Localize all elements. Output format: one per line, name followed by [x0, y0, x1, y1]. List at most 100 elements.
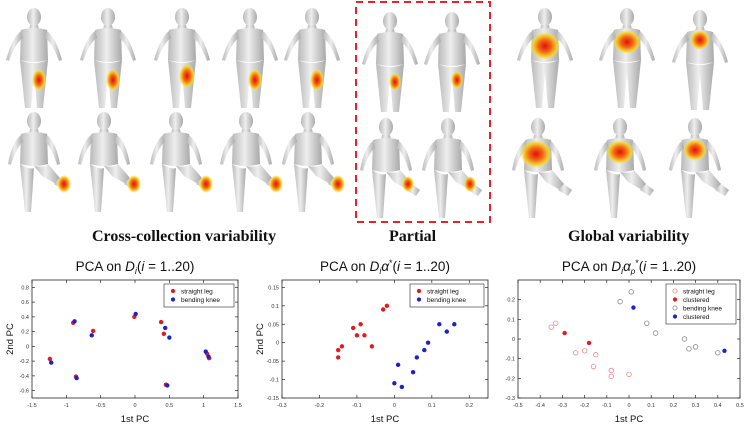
y-axis-label: 2nd PC	[255, 323, 266, 355]
data-point	[562, 330, 567, 336]
data-point	[652, 330, 659, 336]
body-render	[362, 12, 418, 112]
x-tick-label: 0.1	[428, 403, 436, 409]
body-render	[672, 10, 728, 110]
y-tick-label: -0.1	[506, 357, 515, 363]
x-axis-label: 1st PC	[371, 414, 400, 425]
y-tick-label: 0.2	[21, 330, 29, 336]
data-point	[74, 375, 79, 381]
data-point	[628, 289, 634, 295]
data-point	[335, 347, 341, 353]
data-point	[592, 352, 599, 358]
chart-title: PCA on Diα*(i = 1..20)	[320, 258, 450, 276]
data-point	[380, 307, 386, 312]
data-point	[395, 362, 401, 368]
data-point	[354, 333, 360, 338]
legend-marker	[416, 297, 422, 302]
data-point	[384, 303, 390, 309]
x-tick-label: -0.1	[352, 403, 361, 409]
data-point	[90, 328, 96, 334]
y-tick-label: -0.15	[266, 396, 279, 402]
caption-global: Global variability	[568, 228, 690, 245]
data-point	[444, 329, 449, 334]
legend-label: bending knee	[683, 305, 722, 312]
caption-partial: Partial	[389, 228, 437, 245]
data-point	[686, 346, 692, 352]
body-render	[424, 12, 480, 112]
y-tick-label: 0.15	[268, 285, 279, 291]
data-point	[608, 367, 614, 374]
pca-plot-1: PCA on Di(i = 1..20) -1.5 -1 -0.5 0 0.5 1 1.5 -0…	[0, 258, 245, 446]
y-tick-label: 0	[276, 341, 279, 347]
y-tick-label: -0.2	[506, 376, 515, 382]
data-point	[722, 348, 727, 353]
body-render	[222, 8, 278, 108]
x-tick-label: 0.2	[465, 403, 473, 409]
data-point	[410, 369, 416, 375]
legend-label: straight leg	[683, 288, 715, 295]
data-point	[644, 320, 650, 326]
partial-dashed-box	[355, 1, 491, 223]
data-point	[425, 340, 431, 345]
y-tick-label: 0.1	[507, 317, 515, 323]
x-tick-label: -0.2	[315, 403, 324, 409]
x-tick-label: 0	[627, 403, 630, 409]
legend-label: bending knee	[427, 297, 466, 304]
body-render	[282, 112, 345, 212]
data-point	[452, 322, 457, 327]
chart-title: PCA on Diαp*(i = 1..20)	[562, 258, 696, 276]
data-point	[358, 322, 363, 327]
x-tick-label: 0.5	[736, 403, 744, 409]
legend-marker	[672, 288, 678, 294]
x-tick-label: 1	[202, 403, 205, 409]
data-point	[586, 340, 592, 346]
legend-label: clustered	[683, 297, 710, 304]
data-point	[89, 333, 94, 338]
data-point	[206, 354, 211, 359]
legend-marker	[672, 314, 678, 319]
data-point	[399, 384, 405, 390]
body-render	[669, 118, 729, 218]
body-renderings-figure	[6, 1, 729, 223]
x-tick-label: 0.4	[714, 403, 722, 409]
y-tick-label: -0.4	[20, 374, 29, 380]
chart-title: PCA on Di(i = 1..20)	[76, 259, 195, 276]
y-tick-label: 0.2	[507, 298, 515, 304]
body-render	[594, 118, 654, 218]
body-render	[512, 118, 572, 218]
x-tick-label: -0.3	[558, 403, 567, 409]
x-tick-label: 1.5	[234, 403, 242, 409]
legend-marker	[170, 297, 176, 302]
body-render	[80, 8, 136, 108]
x-tick-label: -1.5	[27, 403, 36, 409]
y-axis-label: 2nd PC	[5, 323, 16, 355]
body-render	[6, 8, 62, 108]
pca-plot-2-svg: PCA on Diα*(i = 1..20) -0.3 -0.2 -0.1 0 0.1 0.…	[255, 258, 489, 425]
legend-marker	[170, 288, 176, 294]
x-tick-label: -0.3	[277, 403, 286, 409]
x-tick-label: -0.5	[513, 403, 522, 409]
x-tick-label: -1	[64, 403, 69, 409]
data-point	[362, 333, 367, 338]
data-point	[437, 322, 442, 327]
y-tick-label: 0.8	[21, 285, 29, 291]
data-point	[335, 355, 341, 360]
y-tick-label: -0.1	[270, 378, 279, 384]
data-point	[548, 324, 554, 330]
data-point	[422, 347, 427, 353]
y-tick-label: 0.1	[271, 304, 279, 310]
y-tick-label: 0	[512, 337, 515, 343]
x-tick-label: -0.4	[535, 403, 544, 409]
pca-plot-1-svg: PCA on Di(i = 1..20) -1.5 -1 -0.5 0 0.5 1 1.5 -0…	[5, 259, 242, 425]
y-tick-label: 0	[26, 344, 29, 350]
data-point	[681, 336, 688, 342]
pca-plot-3-svg: PCA on Diαp*(i = 1..20) -0.5 -0.4 -0.3 -0.2 -…	[491, 258, 744, 425]
data-point	[133, 311, 138, 317]
x-axis-label: 1st PC	[121, 414, 150, 425]
y-axis-label: 2nd PC	[500, 323, 502, 355]
legend-box	[665, 283, 737, 325]
body-render	[422, 118, 482, 218]
pca-plot-2: PCA on Diα*(i = 1..20) -0.3 -0.2 -0.1 0 0.1 0.…	[250, 258, 495, 446]
y-tick-label: -0.05	[266, 359, 279, 365]
x-tick-label: 0.3	[692, 403, 700, 409]
